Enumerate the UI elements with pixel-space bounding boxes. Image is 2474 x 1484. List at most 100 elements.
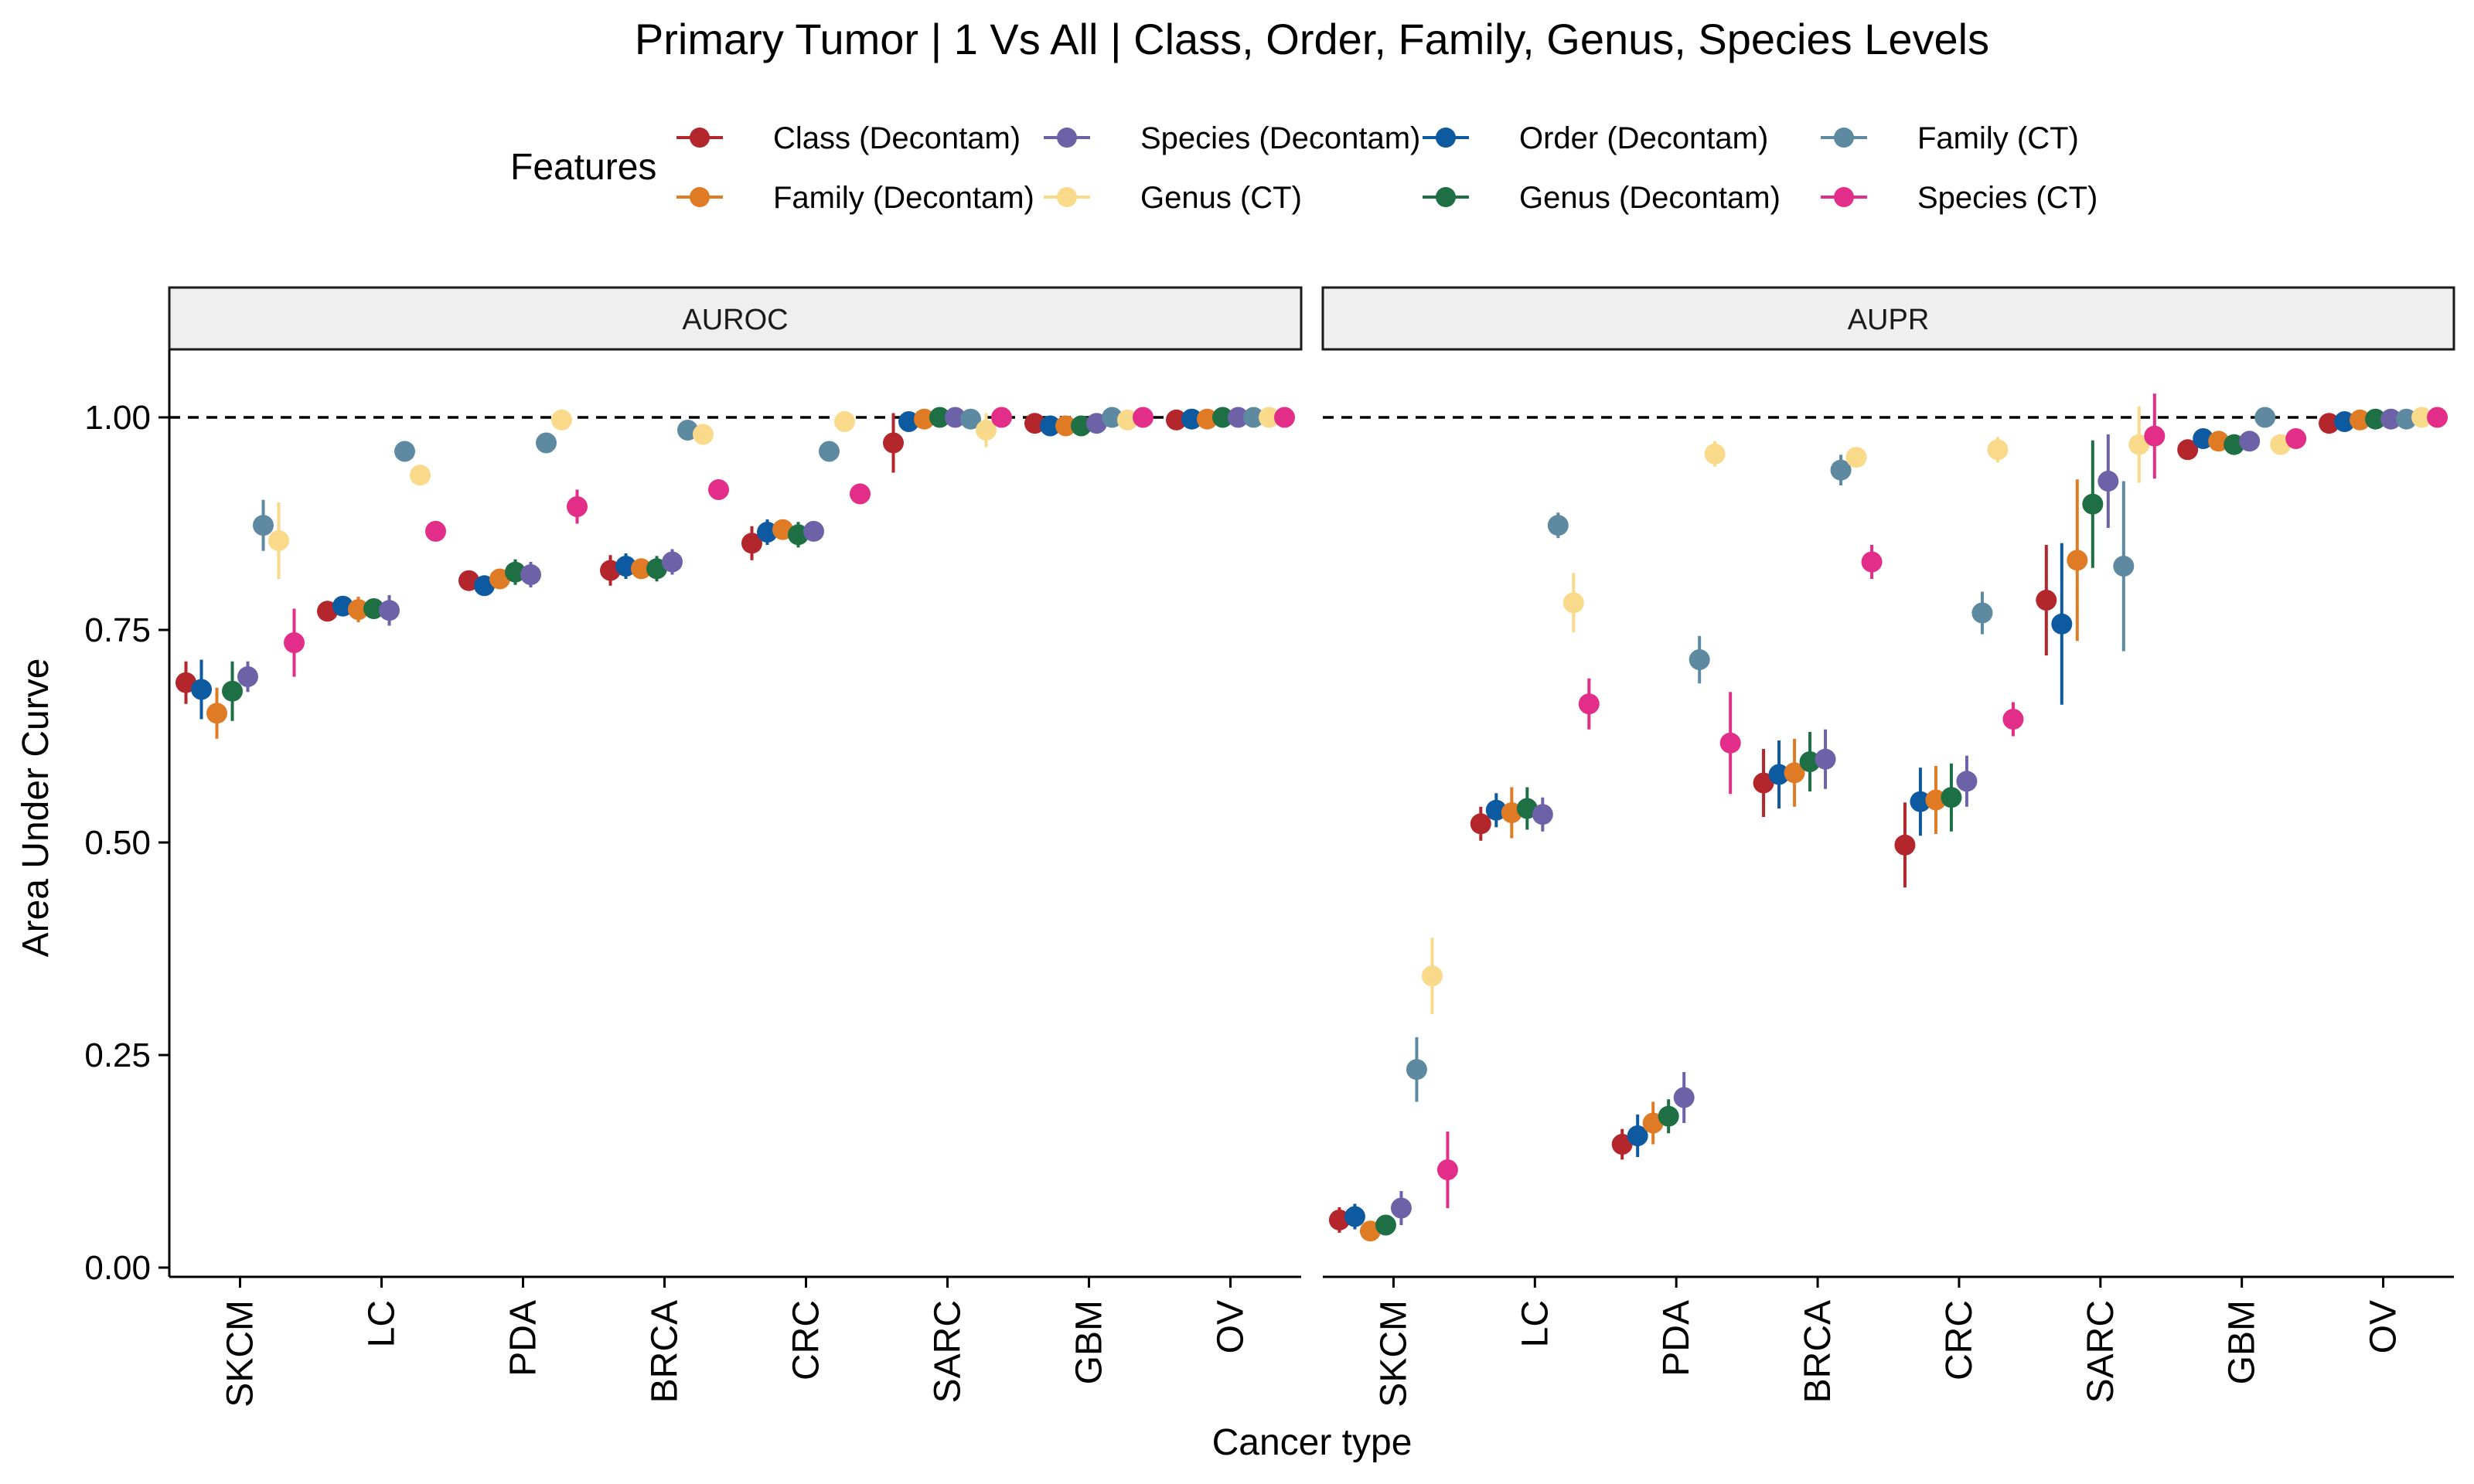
legend-item: Order (Decontam) bbox=[1423, 121, 1768, 155]
data-point bbox=[551, 409, 572, 431]
data-point bbox=[2427, 407, 2448, 428]
series-order-decontam bbox=[1344, 411, 2356, 1230]
data-point bbox=[1485, 799, 1507, 821]
data-point bbox=[708, 479, 729, 500]
data-point bbox=[2082, 493, 2104, 515]
data-point bbox=[1375, 1214, 1396, 1236]
data-point bbox=[1673, 1087, 1695, 1108]
data-point bbox=[1055, 415, 1076, 437]
data-point bbox=[520, 564, 541, 585]
facet-strip-label: AUPR bbox=[1848, 304, 1930, 336]
data-point bbox=[1861, 551, 1883, 573]
data-point bbox=[2193, 428, 2214, 449]
x-tick-label: CRC bbox=[786, 1300, 827, 1380]
series-order-decontam bbox=[191, 408, 1202, 720]
data-point bbox=[914, 408, 935, 430]
series-species-ct bbox=[1436, 393, 2448, 1208]
data-point bbox=[2177, 439, 2199, 461]
facet-panels: AUROC 0.00 0.25 0.50 0.75 1.00 SKCM LC PDA BRCA CR… bbox=[84, 286, 2455, 1407]
data-point bbox=[253, 515, 274, 536]
data-point bbox=[1040, 415, 1061, 437]
data-point bbox=[191, 679, 212, 700]
legend-item: Genus (CT) bbox=[1044, 181, 1302, 215]
data-point bbox=[741, 533, 762, 554]
data-point bbox=[348, 599, 369, 621]
data-point bbox=[1547, 515, 1569, 536]
series-family-ct bbox=[1406, 407, 2418, 1102]
y-tick-label: 0.25 bbox=[84, 1036, 151, 1074]
series-genus-decontam bbox=[222, 407, 1233, 721]
facet-strip-box bbox=[168, 286, 1303, 351]
data-point bbox=[1421, 965, 1443, 987]
data-point bbox=[2113, 556, 2135, 577]
data-point bbox=[206, 703, 227, 724]
data-point bbox=[1024, 413, 1045, 434]
data-point bbox=[410, 465, 431, 486]
data-point bbox=[1197, 408, 1218, 430]
x-tick-label: PDA bbox=[1656, 1300, 1697, 1377]
data-point bbox=[567, 496, 588, 517]
legend-key-point bbox=[1834, 187, 1854, 207]
data-point bbox=[2239, 431, 2261, 452]
data-point bbox=[2128, 434, 2150, 455]
data-point bbox=[976, 420, 997, 441]
data-point bbox=[2334, 411, 2356, 432]
legend-label: Species (CT) bbox=[1917, 181, 2097, 215]
series-species-decontam bbox=[237, 407, 1249, 693]
legend-key-point bbox=[690, 128, 710, 148]
data-point bbox=[1753, 772, 1774, 794]
legend-item: Class (Decontam) bbox=[676, 121, 1021, 155]
data-point bbox=[1274, 407, 1295, 428]
data-point bbox=[631, 558, 652, 580]
legend: Features Class (Decontam) Family (Deconta… bbox=[510, 121, 2097, 215]
data-point bbox=[268, 530, 289, 551]
series-family-ct bbox=[253, 407, 1264, 551]
panel-aupr: AUPR SKCM LC PDA BRCA CRC SARC GBM OV bbox=[1321, 286, 2455, 1407]
data-point bbox=[1627, 1125, 1648, 1146]
x-axis-title: Cancer type bbox=[1212, 1422, 1412, 1463]
data-point bbox=[929, 407, 950, 428]
legend-item: Species (Decontam) bbox=[1044, 121, 1420, 155]
data-point bbox=[1578, 693, 1600, 715]
x-tick-label: SARC bbox=[928, 1300, 969, 1403]
data-point bbox=[1133, 407, 1154, 428]
legend-key-point bbox=[690, 187, 710, 207]
data-point bbox=[1390, 1197, 1412, 1219]
data-point bbox=[1768, 764, 1790, 785]
x-tick-label: PDA bbox=[503, 1300, 544, 1377]
series-family-decontam bbox=[1359, 409, 2371, 1242]
data-point bbox=[662, 551, 683, 573]
series-species-ct bbox=[284, 407, 1295, 677]
series-family-decontam bbox=[206, 408, 1218, 739]
data-point bbox=[960, 408, 981, 430]
x-tick-label: BRCA bbox=[1798, 1300, 1838, 1403]
data-point bbox=[363, 598, 384, 619]
data-point bbox=[1784, 762, 1805, 784]
legend-key-point bbox=[1834, 128, 1854, 148]
legend-label: Family (Decontam) bbox=[773, 181, 1034, 215]
y-axis-title: Area Under Curve bbox=[15, 659, 56, 958]
data-point bbox=[222, 680, 243, 702]
x-tick-label: GBM bbox=[2222, 1300, 2263, 1384]
y-tick-label: 0.50 bbox=[84, 824, 151, 862]
x-tick-label: SKCM bbox=[1373, 1300, 1414, 1407]
data-point bbox=[2051, 613, 2073, 635]
data-point bbox=[1910, 791, 1931, 812]
data-point bbox=[1532, 804, 1553, 825]
data-point bbox=[1562, 592, 1584, 614]
data-point bbox=[1830, 459, 1852, 481]
facet-strip: AUPR bbox=[1321, 286, 2455, 351]
data-point bbox=[2396, 408, 2418, 430]
data-point bbox=[536, 432, 557, 454]
data-point bbox=[2254, 407, 2276, 428]
data-point bbox=[1704, 443, 1726, 465]
data-point bbox=[1689, 649, 1710, 670]
legend-item: Family (CT) bbox=[1821, 121, 2079, 155]
data-point bbox=[2319, 413, 2340, 434]
series-class-decontam bbox=[1328, 413, 2340, 1233]
data-point bbox=[1071, 415, 1092, 437]
y-tick-label: 0.75 bbox=[84, 611, 151, 649]
data-point bbox=[1971, 602, 1993, 624]
data-point bbox=[850, 483, 871, 505]
